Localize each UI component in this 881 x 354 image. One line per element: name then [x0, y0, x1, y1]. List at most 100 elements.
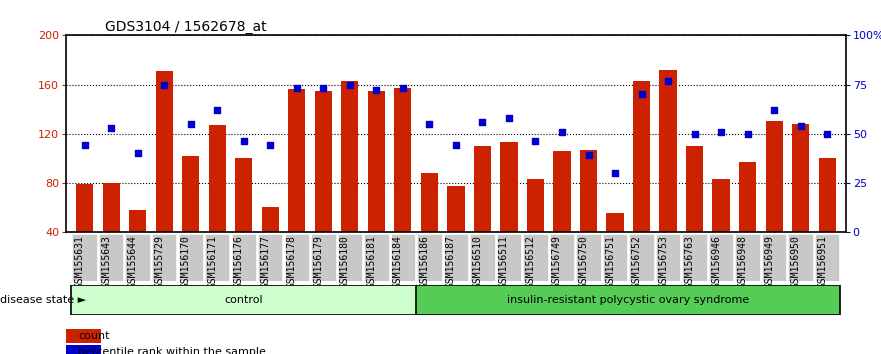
Bar [527, 179, 544, 232]
Point [78, 143, 92, 148]
Bar [418, 234, 441, 281]
Point [316, 86, 330, 91]
Point [237, 139, 251, 144]
Bar [364, 234, 389, 281]
Bar [655, 234, 680, 281]
Point [396, 86, 410, 91]
Bar [179, 234, 203, 281]
Bar [736, 234, 759, 281]
Text: count: count [78, 331, 110, 341]
Bar [262, 207, 279, 232]
Point [476, 119, 490, 125]
Bar [99, 234, 123, 281]
Bar [523, 234, 548, 281]
Bar [152, 234, 176, 281]
Bar [66, 329, 101, 343]
Text: percentile rank within the sample: percentile rank within the sample [78, 347, 266, 354]
Bar [156, 71, 173, 232]
Bar [235, 158, 252, 232]
Point [820, 131, 834, 136]
Text: GSM156948: GSM156948 [737, 235, 748, 289]
Point [448, 143, 463, 148]
Text: GSM155631: GSM155631 [75, 235, 85, 289]
Point [661, 78, 675, 84]
Text: GSM155729: GSM155729 [154, 235, 164, 289]
Bar [315, 91, 332, 232]
Text: GSM156753: GSM156753 [658, 235, 668, 289]
Point [529, 139, 543, 144]
Point [343, 82, 357, 87]
Point [634, 91, 648, 97]
Point [290, 86, 304, 91]
Point [714, 129, 729, 135]
Point [741, 131, 755, 136]
Bar [258, 234, 283, 281]
Point [608, 170, 622, 176]
Text: GDS3104 / 1562678_at: GDS3104 / 1562678_at [105, 21, 267, 34]
Bar [633, 81, 650, 232]
Point [502, 115, 516, 121]
Bar [209, 125, 226, 232]
Bar [367, 91, 385, 232]
Bar [683, 234, 707, 281]
Bar [709, 234, 733, 281]
Point [183, 121, 197, 127]
Bar [500, 142, 517, 232]
Text: GSM156512: GSM156512 [525, 235, 536, 289]
Bar [390, 234, 415, 281]
Bar [660, 70, 677, 232]
Text: GSM156750: GSM156750 [579, 235, 589, 289]
Bar [444, 234, 468, 281]
Bar [713, 179, 729, 232]
Bar [792, 124, 810, 232]
Text: GSM156749: GSM156749 [552, 235, 562, 289]
Bar [818, 158, 836, 232]
Bar [815, 234, 840, 281]
Text: GSM156511: GSM156511 [499, 235, 509, 289]
Text: GSM156170: GSM156170 [181, 235, 190, 289]
Point [130, 150, 144, 156]
Point [104, 125, 118, 131]
Bar [337, 234, 362, 281]
Text: GSM156951: GSM156951 [818, 235, 827, 289]
Bar [580, 150, 597, 232]
Bar [341, 81, 359, 232]
Bar [416, 285, 840, 315]
Point [422, 121, 436, 127]
Text: GSM156179: GSM156179 [314, 235, 323, 289]
Bar [311, 234, 336, 281]
Bar [606, 213, 624, 232]
Bar [76, 184, 93, 232]
Bar [125, 234, 150, 281]
Bar [129, 210, 146, 232]
Text: GSM156946: GSM156946 [711, 235, 722, 289]
Bar [71, 285, 416, 315]
Bar [288, 90, 306, 232]
Bar [686, 146, 703, 232]
Text: GSM155644: GSM155644 [128, 235, 137, 289]
Bar [182, 156, 199, 232]
Point [263, 143, 278, 148]
Text: GSM156171: GSM156171 [207, 235, 218, 289]
Bar [788, 234, 813, 281]
Bar [470, 234, 494, 281]
Text: GSM155643: GSM155643 [101, 235, 111, 289]
Bar [285, 234, 309, 281]
Bar [762, 234, 787, 281]
Bar [497, 234, 522, 281]
Text: GSM156178: GSM156178 [287, 235, 297, 289]
Text: GSM156186: GSM156186 [419, 235, 429, 289]
Point [369, 87, 383, 93]
Point [157, 82, 171, 87]
Text: GSM156751: GSM156751 [605, 235, 615, 289]
Text: disease state ►: disease state ► [0, 295, 86, 305]
Bar [629, 234, 654, 281]
Text: GSM156950: GSM156950 [790, 235, 801, 289]
Bar [232, 234, 256, 281]
Bar [421, 173, 438, 232]
Bar [66, 345, 101, 354]
Text: GSM156763: GSM156763 [685, 235, 694, 289]
Bar [766, 121, 783, 232]
Text: GSM156187: GSM156187 [446, 235, 456, 289]
Text: GSM156176: GSM156176 [233, 235, 244, 289]
